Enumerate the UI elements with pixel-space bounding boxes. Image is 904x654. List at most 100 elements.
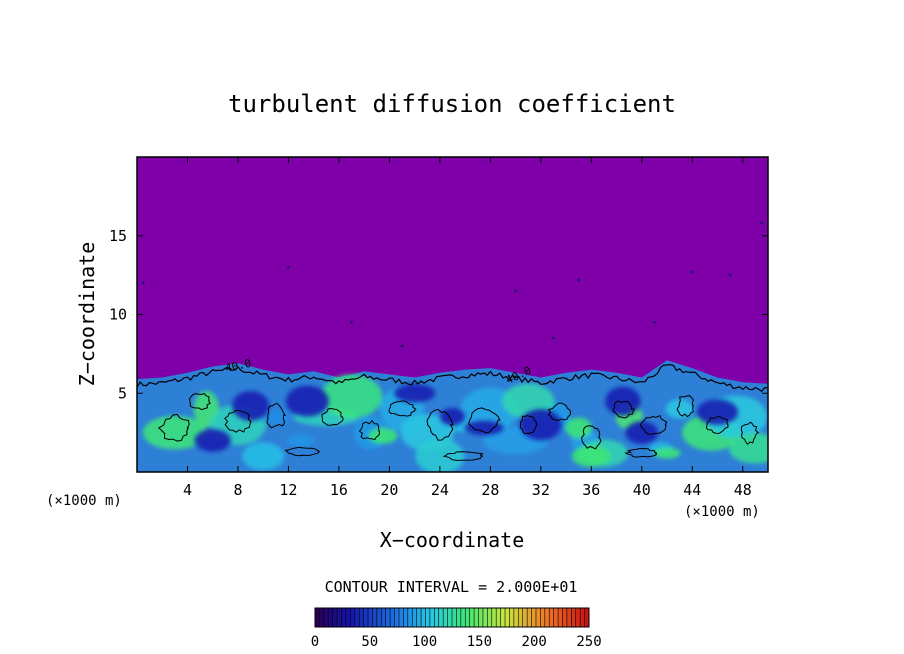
contour-loop-13 — [639, 414, 668, 435]
colorbar-cell-45 — [513, 608, 519, 627]
colorbar-cell-27 — [434, 608, 440, 627]
colorbar-cell-31 — [452, 608, 457, 627]
colorbar-cell-40 — [491, 608, 497, 627]
colorbar-cell-47 — [522, 608, 528, 627]
contour-loop-17 — [284, 446, 321, 457]
x-tick-label-8: 36 — [582, 481, 600, 499]
contour-loop-6 — [388, 400, 418, 417]
colorbar-label-4: 200 — [522, 634, 547, 650]
y-tick-label-1: 10 — [109, 306, 127, 324]
colorbar-label-1: 50 — [361, 634, 378, 650]
contour-lines — [157, 393, 760, 461]
colorbar-cell-1 — [319, 608, 325, 627]
contour-loop-0 — [157, 413, 190, 442]
colorbar-cell-61 — [584, 608, 590, 627]
colorbar-cell-38 — [482, 608, 488, 627]
eddy-24 — [320, 374, 383, 419]
colorbar-cell-17 — [390, 608, 395, 627]
colorbar-cell-6 — [341, 608, 347, 627]
speck-0 — [141, 281, 145, 285]
contour-loop-12 — [612, 400, 635, 419]
speck-8 — [760, 221, 764, 225]
speck-5 — [653, 320, 656, 324]
colorbar-cell-42 — [500, 608, 506, 627]
dark-patch-3 — [464, 420, 504, 436]
speck-3 — [514, 289, 517, 293]
colorbar-cell-22 — [412, 608, 417, 627]
colorbar-cell-52 — [544, 608, 550, 627]
x-axis-label: X−coordinate — [380, 528, 525, 552]
turbulent-eddies — [142, 374, 768, 472]
colorbar-cell-39 — [487, 608, 493, 627]
contour-loop-3 — [266, 402, 287, 429]
chart-title: turbulent diffusion coefficient — [228, 90, 676, 118]
contour-loop-14 — [676, 395, 694, 418]
eddy-17 — [665, 399, 694, 419]
colorbar-tick-labels: 0 50 100 150 200 250 — [311, 634, 602, 650]
contour-loop-1 — [189, 393, 211, 411]
colorbar-cell-4 — [332, 608, 338, 627]
colorbar-cell-58 — [571, 608, 577, 627]
x-tick-label-7: 32 — [532, 481, 550, 499]
x-tick-label-0: 4 — [183, 481, 192, 499]
colorbar-cell-55 — [558, 608, 563, 627]
colorbar-cell-5 — [337, 608, 342, 627]
contour-loop-19 — [624, 448, 658, 458]
contour-loop-4 — [321, 407, 344, 426]
contour-loop-2 — [224, 409, 253, 433]
contour-loop-9 — [519, 414, 538, 435]
colorbar-cell-9 — [354, 608, 360, 627]
contour-loop-8 — [468, 407, 501, 434]
colorbar-frame — [314, 607, 590, 628]
x-unit-left: (×1000 m) — [46, 493, 122, 509]
colorbar-cell-56 — [562, 608, 568, 627]
speck-9 — [552, 336, 555, 340]
x-tick-label-1: 8 — [233, 481, 242, 499]
boundary-layer-contour — [137, 363, 768, 393]
dark-patch-5 — [605, 386, 641, 416]
colorbar-cell-33 — [460, 608, 466, 627]
colorbar-cell-11 — [363, 608, 369, 627]
colorbar-cell-25 — [425, 608, 431, 627]
colorbar-cell-35 — [469, 608, 475, 627]
eddy-high-0 — [368, 427, 398, 444]
colorbar-cell-15 — [381, 608, 387, 627]
colorbar-cell-48 — [527, 608, 532, 627]
x-tick-label-3: 16 — [330, 481, 348, 499]
colorbar-cell-0 — [315, 608, 320, 627]
colorbar-cell-41 — [496, 608, 501, 627]
dark-patch-8 — [394, 384, 436, 403]
contour-loop-7 — [426, 408, 454, 441]
colorbar-cell-46 — [518, 608, 524, 627]
colorbar-cell-51 — [540, 608, 546, 627]
colorbar-cell-16 — [385, 608, 391, 627]
y-axis-ticks: 5 10 15 — [109, 227, 768, 402]
colorbar-cell-3 — [328, 608, 333, 627]
colorbar-cell-53 — [549, 608, 554, 627]
colorbar-cell-37 — [478, 608, 484, 627]
contour-loop-11 — [581, 425, 602, 450]
x-unit-right: (×1000 m) — [684, 504, 760, 520]
colorbar-cell-50 — [535, 608, 541, 627]
contour-label-1: 40.0 — [224, 357, 253, 375]
x-tick-label-6: 28 — [481, 481, 499, 499]
colorbar-cell-60 — [580, 608, 585, 627]
dark-patch-7 — [697, 399, 738, 425]
speck-7 — [728, 273, 732, 277]
colorbar-cell-36 — [474, 608, 479, 627]
eddy-high-1 — [571, 445, 611, 468]
x-tick-label-2: 12 — [279, 481, 297, 499]
eddy-21 — [242, 442, 285, 471]
colorbar-cell-30 — [447, 608, 453, 627]
colorbar-cell-54 — [553, 608, 559, 627]
colorbar-cell-23 — [416, 608, 422, 627]
colorbar-cell-32 — [456, 608, 462, 627]
colorbar-label-2: 100 — [412, 634, 437, 650]
dark-patch-9 — [194, 429, 231, 452]
speck-1 — [287, 265, 290, 269]
eddy-0 — [142, 415, 207, 450]
eddy-high-2 — [653, 447, 681, 459]
isolated-specks — [141, 221, 764, 348]
colorbar-cell-10 — [359, 608, 364, 627]
